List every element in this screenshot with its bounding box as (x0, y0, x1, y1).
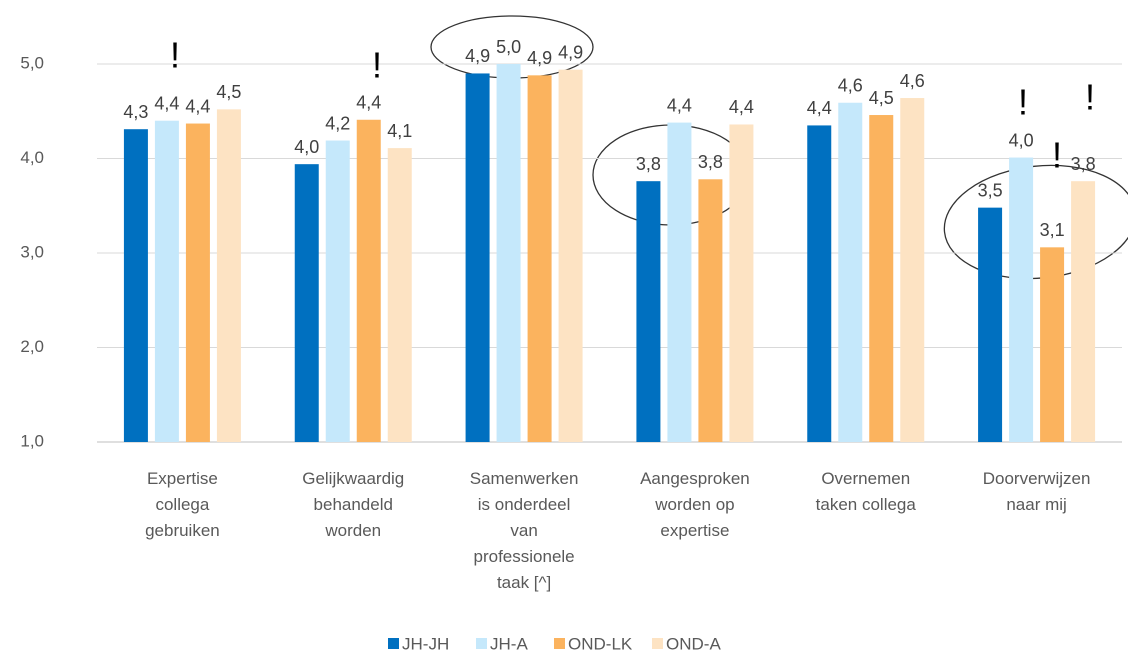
value-label: 4,9 (527, 48, 552, 68)
bar (185, 123, 210, 442)
x-tick-label: Gelijkwaardig behandeld worden (302, 469, 404, 540)
legend-label: JH-JH (402, 634, 449, 653)
bar (807, 125, 832, 443)
value-label: 4,9 (558, 42, 583, 62)
bar (387, 148, 412, 443)
bar (1040, 247, 1065, 442)
x-tick-label: Aangesproken worden op expertise (640, 469, 750, 540)
bar (667, 122, 692, 442)
value-label: 4,0 (1009, 130, 1034, 150)
value-label: 4,9 (465, 46, 490, 66)
bar (465, 73, 490, 442)
x-tick-label: Samenwerken is onderdeel van professionele t… (470, 469, 579, 592)
x-tick-label: Expertise collega gebruiken (145, 469, 220, 540)
value-label: 4,5 (216, 82, 241, 102)
value-label: 4,0 (294, 137, 319, 157)
value-label: 3,8 (698, 152, 723, 172)
annotation: ! (1018, 82, 1028, 123)
value-label: 4,4 (185, 96, 210, 116)
value-label: 3,8 (1071, 154, 1096, 174)
bar (838, 102, 863, 443)
value-label: 3,8 (636, 154, 661, 174)
x-tick-label: Doorverwijzen naar mij (983, 469, 1091, 514)
annotation: ! (372, 45, 382, 86)
bar (123, 129, 148, 442)
bar (356, 119, 381, 442)
annotation: ! (170, 35, 180, 76)
value-label: 4,2 (325, 113, 350, 133)
legend-label: OND-A (666, 634, 721, 653)
bar (294, 164, 319, 443)
value-label: 4,4 (807, 98, 832, 118)
value-label: 5,0 (496, 37, 521, 57)
value-label: 4,3 (123, 102, 148, 122)
bar (698, 179, 723, 443)
bar (216, 109, 241, 443)
bar (496, 64, 521, 442)
value-label: 4,4 (729, 97, 754, 117)
legend-swatch (388, 638, 399, 649)
bar (978, 207, 1003, 442)
value-label: 4,5 (869, 88, 894, 108)
bar (729, 124, 754, 442)
bar (636, 181, 661, 442)
value-label: 4,1 (387, 121, 412, 141)
bar (869, 115, 894, 442)
value-label: 3,1 (1040, 220, 1065, 240)
y-tick-label: 5,0 (20, 53, 44, 72)
y-tick-label: 4,0 (20, 148, 44, 167)
legend-label: JH-A (490, 634, 528, 653)
y-tick-label: 1,0 (20, 431, 44, 450)
bar (1071, 181, 1096, 442)
x-tick-label: Overnemen taken collega (816, 469, 917, 514)
value-label: 4,4 (154, 93, 179, 113)
bar (527, 75, 552, 442)
bar (325, 140, 350, 443)
legend-label: OND-LK (568, 634, 633, 653)
value-label: 3,5 (978, 180, 1003, 200)
legend-swatch (652, 638, 663, 649)
y-tick-label: 3,0 (20, 242, 44, 261)
bar (154, 120, 179, 442)
legend-swatch (554, 638, 565, 649)
legend-swatch (476, 638, 487, 649)
value-label: 4,6 (838, 75, 863, 95)
ellipse (943, 164, 1128, 280)
bar (1009, 157, 1034, 442)
value-label: 4,6 (900, 71, 925, 91)
annotation: ! (1085, 77, 1095, 118)
y-tick-label: 2,0 (20, 337, 44, 356)
value-label: 4,4 (667, 95, 692, 115)
annotation: ! (1052, 135, 1062, 176)
value-label: 4,4 (356, 93, 381, 113)
bar (900, 98, 925, 443)
bar (558, 69, 583, 443)
